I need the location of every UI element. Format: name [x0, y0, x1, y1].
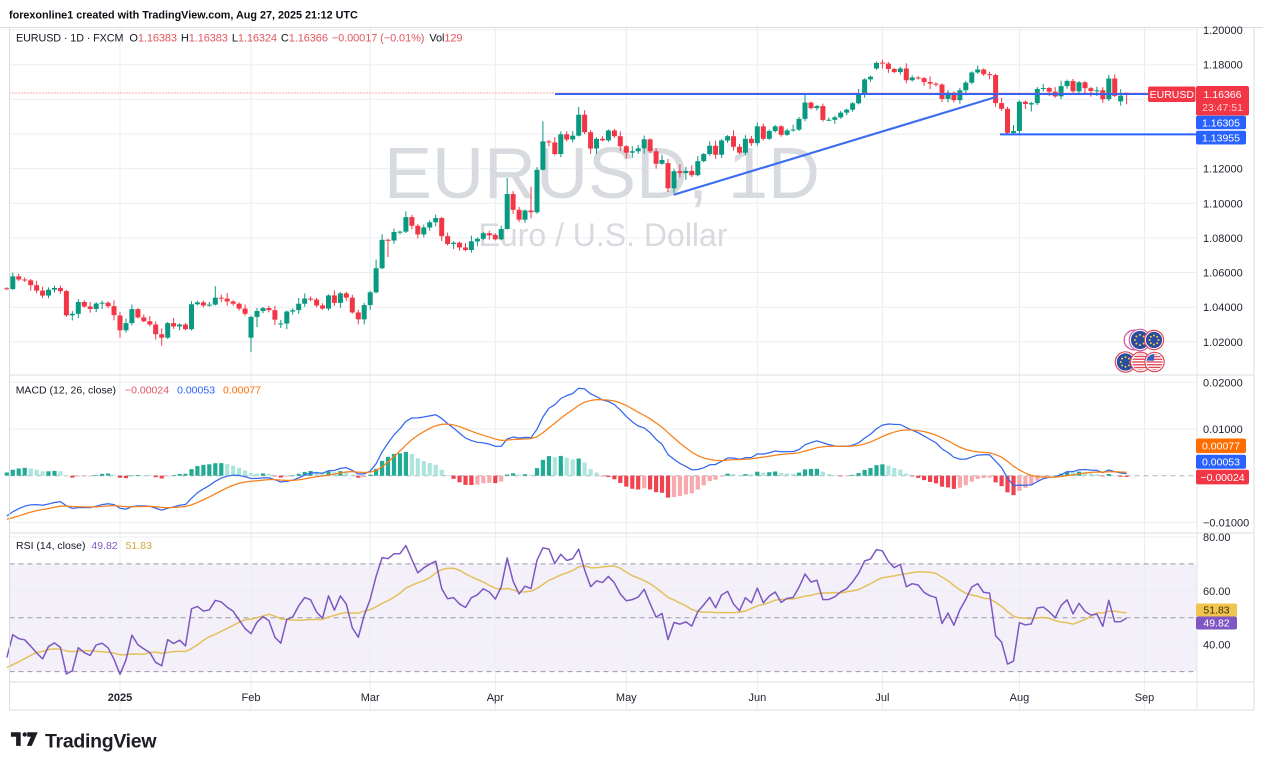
svg-text:1.16366: 1.16366: [1204, 89, 1242, 101]
svg-text:Mar: Mar: [361, 692, 380, 704]
svg-text:1.04000: 1.04000: [1203, 302, 1243, 314]
svg-text:2025: 2025: [108, 692, 132, 704]
svg-text:51.83: 51.83: [1203, 605, 1229, 617]
svg-text:1.18000: 1.18000: [1203, 60, 1243, 72]
svg-text:forexonline1 created with Trad: forexonline1 created with TradingView.co…: [9, 10, 358, 22]
svg-text:−0.00024: −0.00024: [1200, 472, 1244, 484]
svg-text:1.13955: 1.13955: [1202, 132, 1240, 144]
svg-text:1.16305: 1.16305: [1202, 117, 1240, 129]
svg-text:80.00: 80.00: [1203, 532, 1231, 544]
svg-text:Sep: Sep: [1135, 692, 1155, 704]
svg-text:1.12000: 1.12000: [1203, 164, 1243, 176]
svg-text:1.02000: 1.02000: [1203, 337, 1243, 349]
svg-text:−0.01000: −0.01000: [1203, 517, 1249, 529]
svg-text:23:47:51: 23:47:51: [1202, 102, 1243, 114]
svg-text:Jun: Jun: [748, 692, 766, 704]
svg-text:0.00077: 0.00077: [1202, 441, 1240, 453]
svg-text:1.08000: 1.08000: [1203, 233, 1243, 245]
svg-text:May: May: [616, 692, 637, 704]
svg-text:1.06000: 1.06000: [1203, 268, 1243, 280]
svg-text:Euro / U.S. Dollar: Euro / U.S. Dollar: [479, 217, 728, 253]
svg-text:1.10000: 1.10000: [1203, 198, 1243, 210]
svg-text:40.00: 40.00: [1203, 640, 1231, 652]
svg-text:Jul: Jul: [875, 692, 889, 704]
svg-text:1.20000: 1.20000: [1203, 25, 1243, 37]
svg-text:Feb: Feb: [242, 692, 261, 704]
svg-text:0.02000: 0.02000: [1203, 377, 1243, 389]
svg-text:49.82: 49.82: [1203, 618, 1229, 630]
svg-text:Aug: Aug: [1010, 692, 1030, 704]
svg-text:60.00: 60.00: [1203, 586, 1231, 598]
svg-text:TradingView: TradingView: [45, 731, 157, 753]
svg-text:EURUSD, 1D: EURUSD, 1D: [384, 134, 820, 214]
svg-text:0.01000: 0.01000: [1203, 424, 1243, 436]
svg-text:Apr: Apr: [487, 692, 504, 704]
svg-text:0.00053: 0.00053: [1202, 457, 1240, 469]
svg-text:EURUSD: EURUSD: [1150, 89, 1195, 101]
